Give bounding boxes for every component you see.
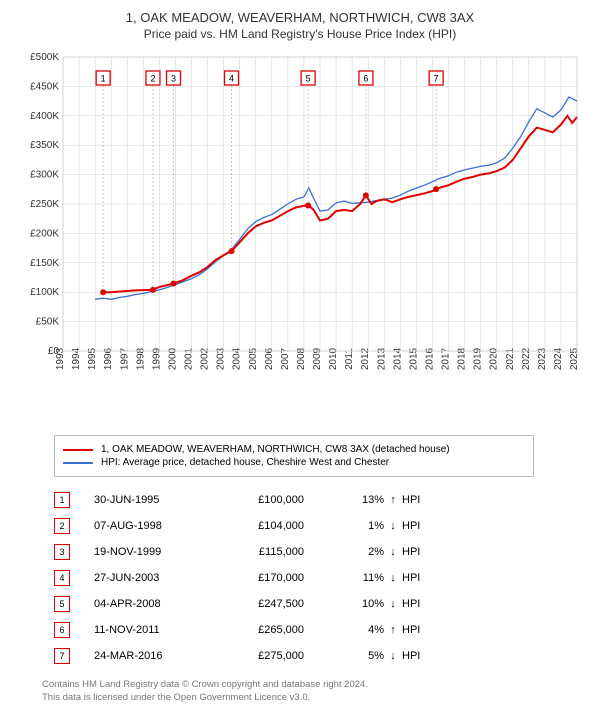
transaction-marker: 5 xyxy=(54,596,70,612)
transaction-pct: 13% xyxy=(334,494,384,506)
sale-point-6 xyxy=(363,192,369,198)
transaction-hpi-label: HPI xyxy=(402,650,442,662)
chart-legend: 1, OAK MEADOW, WEAVERHAM, NORTHWICH, CW8… xyxy=(54,435,534,477)
sale-marker-label: 4 xyxy=(229,74,234,84)
transaction-hpi-label: HPI xyxy=(402,598,442,610)
title-main: 1, OAK MEADOW, WEAVERHAM, NORTHWICH, CW8… xyxy=(14,10,586,25)
transaction-price: £115,000 xyxy=(224,546,334,558)
transaction-row: 7 24-MAR-2016£275,0005%↓HPI xyxy=(54,643,574,669)
transaction-row: 5 04-APR-2008£247,50010%↓HPI xyxy=(54,591,574,617)
transaction-price: £275,000 xyxy=(224,650,334,662)
title-sub: Price paid vs. HM Land Registry's House … xyxy=(14,27,586,41)
sale-point-3 xyxy=(171,280,177,286)
sale-point-4 xyxy=(228,248,234,254)
chart-area: £0£50K£100K£150K£200K£250K£300K£350K£400… xyxy=(15,47,585,427)
transactions-table: 130-JUN-1995£100,00013%↑HPI207-AUG-1998£… xyxy=(54,487,574,669)
y-axis-label: £400K xyxy=(30,111,59,122)
transaction-marker: 3 xyxy=(54,544,70,560)
sale-marker-label: 3 xyxy=(171,74,176,84)
transaction-price: £265,000 xyxy=(224,624,334,636)
footer-line2: This data is licensed under the Open Gov… xyxy=(42,692,574,705)
transaction-row: 2 07-AUG-1998£104,0001%↓HPI xyxy=(54,513,574,539)
transaction-marker: 7 xyxy=(54,648,70,664)
transaction-price: £100,000 xyxy=(224,494,334,506)
page-container: 1, OAK MEADOW, WEAVERHAM, NORTHWICH, CW8… xyxy=(0,0,600,715)
sale-marker-label: 2 xyxy=(150,74,155,84)
y-axis-label: £200K xyxy=(30,228,59,239)
transaction-date: 07-AUG-1998 xyxy=(94,520,224,532)
transaction-pct: 11% xyxy=(334,572,384,584)
sale-marker-label: 1 xyxy=(101,74,106,84)
y-axis-label: £50K xyxy=(36,317,60,328)
transaction-marker: 6 xyxy=(54,622,70,638)
y-axis-label: £450K xyxy=(30,81,59,92)
sale-marker-label: 6 xyxy=(363,74,368,84)
transaction-marker: 1 xyxy=(54,492,70,508)
transaction-pct: 4% xyxy=(334,624,384,636)
y-axis-label: £100K xyxy=(30,287,59,298)
y-axis-label: £150K xyxy=(30,258,59,269)
arrow-down-icon: ↓ xyxy=(384,546,402,558)
chart-titles: 1, OAK MEADOW, WEAVERHAM, NORTHWICH, CW8… xyxy=(14,10,586,41)
transaction-price: £247,500 xyxy=(224,598,334,610)
legend-label: 1, OAK MEADOW, WEAVERHAM, NORTHWICH, CW8… xyxy=(101,444,450,455)
price-chart: £0£50K£100K£150K£200K£250K£300K£350K£400… xyxy=(15,47,585,427)
transaction-date: 27-JUN-2003 xyxy=(94,572,224,584)
y-axis-label: £300K xyxy=(30,170,59,181)
sale-marker-label: 7 xyxy=(434,74,439,84)
transaction-row: 4 27-JUN-2003£170,00011%↓HPI xyxy=(54,565,574,591)
transaction-pct: 2% xyxy=(334,546,384,558)
transaction-hpi-label: HPI xyxy=(402,572,442,584)
arrow-down-icon: ↓ xyxy=(384,520,402,532)
sale-point-1 xyxy=(100,289,106,295)
transaction-hpi-label: HPI xyxy=(402,494,442,506)
transaction-hpi-label: HPI xyxy=(402,624,442,636)
legend-swatch xyxy=(63,449,93,451)
transaction-row: 3 19-NOV-1999£115,0002%↓HPI xyxy=(54,539,574,565)
transaction-pct: 10% xyxy=(334,598,384,610)
arrow-up-icon: ↑ xyxy=(384,624,402,636)
sale-point-2 xyxy=(150,287,156,293)
transaction-date: 24-MAR-2016 xyxy=(94,650,224,662)
transaction-marker: 2 xyxy=(54,518,70,534)
arrow-down-icon: ↓ xyxy=(384,598,402,610)
sale-marker-label: 5 xyxy=(306,74,311,84)
y-axis-label: £500K xyxy=(30,52,59,63)
transaction-date: 19-NOV-1999 xyxy=(94,546,224,558)
transaction-date: 30-JUN-1995 xyxy=(94,494,224,506)
legend-swatch xyxy=(63,462,93,464)
transaction-pct: 1% xyxy=(334,520,384,532)
transaction-marker: 4 xyxy=(54,570,70,586)
sale-point-7 xyxy=(433,186,439,192)
legend-label: HPI: Average price, detached house, Ches… xyxy=(101,457,389,468)
transaction-hpi-label: HPI xyxy=(402,520,442,532)
y-axis-label: £350K xyxy=(30,140,59,151)
transaction-row: 1 30-JUN-1995£100,00013%↑HPI xyxy=(54,487,574,513)
arrow-up-icon: ↑ xyxy=(384,494,402,506)
arrow-down-icon: ↓ xyxy=(384,650,402,662)
y-axis-label: £250K xyxy=(30,199,59,210)
legend-item: HPI: Average price, detached house, Ches… xyxy=(63,457,525,468)
legend-item: 1, OAK MEADOW, WEAVERHAM, NORTHWICH, CW8… xyxy=(63,444,525,455)
transaction-hpi-label: HPI xyxy=(402,546,442,558)
footer-attribution: Contains HM Land Registry data © Crown c… xyxy=(42,679,574,705)
arrow-down-icon: ↓ xyxy=(384,572,402,584)
transaction-price: £170,000 xyxy=(224,572,334,584)
footer-line1: Contains HM Land Registry data © Crown c… xyxy=(42,679,574,692)
transaction-row: 6 11-NOV-2011£265,0004%↑HPI xyxy=(54,617,574,643)
transaction-pct: 5% xyxy=(334,650,384,662)
transaction-price: £104,000 xyxy=(224,520,334,532)
transaction-date: 04-APR-2008 xyxy=(94,598,224,610)
transaction-date: 11-NOV-2011 xyxy=(94,624,224,636)
sale-point-5 xyxy=(305,203,311,209)
